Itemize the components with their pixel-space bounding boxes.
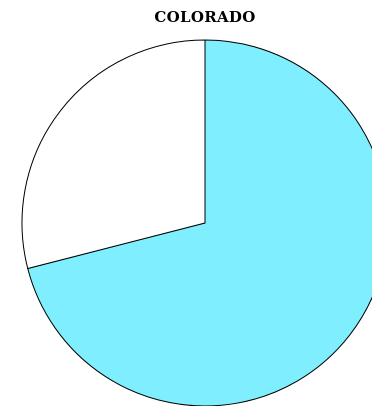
pie-slice-1	[27, 39, 372, 406]
chart-title: COLORADO	[154, 8, 256, 26]
pie-slice-2	[21, 39, 206, 270]
